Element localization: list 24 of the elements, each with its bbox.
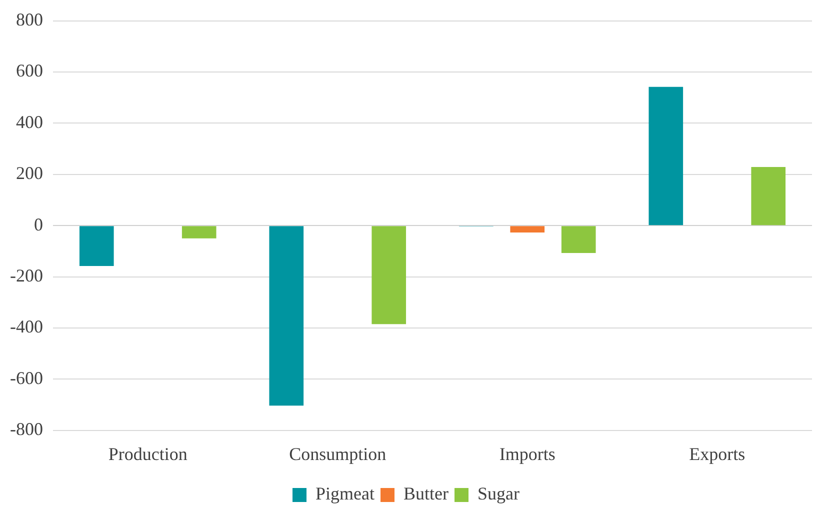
y-tick-label: 400 [16,112,43,132]
y-tick-label: 200 [16,163,43,184]
bar [79,226,114,266]
x-tick-label: Consumption [289,444,386,464]
bar [751,166,786,226]
y-tick-label: 600 [16,60,43,81]
x-tick-label: Exports [689,444,746,464]
bar [561,226,596,253]
legend-label: Butter [404,484,449,504]
y-tick-label: 0 [34,214,43,234]
bar [372,226,406,324]
x-tick-label: Imports [499,444,556,464]
bar [269,226,304,406]
y-tick-label: -800 [10,419,43,440]
y-tick-label: -200 [10,266,43,286]
x-tick-label: Production [108,444,188,464]
y-tick-label: -400 [10,316,43,337]
y-tick-label: 800 [16,10,43,30]
legend-label: Pigmeat [316,484,375,504]
bar [182,226,216,238]
legend-label: Sugar [477,484,520,504]
bar [510,226,545,233]
y-tick-label: -600 [10,368,43,388]
bar [648,86,684,226]
